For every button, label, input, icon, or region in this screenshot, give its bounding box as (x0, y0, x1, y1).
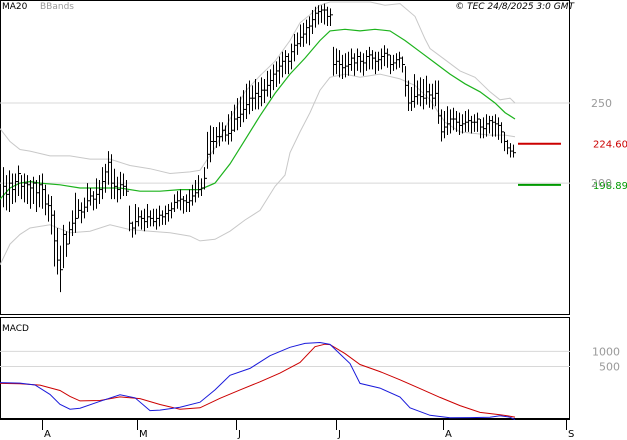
x-tick-label: M (139, 429, 148, 440)
macd-line (0, 341, 516, 421)
macd-panel-frame (0, 317, 570, 419)
resistance-label: 224.60 (593, 140, 627, 151)
ohlc-bars (3, 3, 516, 293)
gridlines (0, 102, 570, 367)
x-tick-label: A (44, 429, 51, 440)
moving-average-line (0, 28, 516, 200)
macd-tick-label: 1000 (592, 345, 620, 358)
bbands-upper-line (0, 1, 516, 175)
price-tick-label: 200 (591, 177, 612, 190)
bollinger-bands (0, 1, 516, 266)
macd-panel-title: MACD (2, 324, 29, 334)
macd-tick-label: 500 (599, 360, 620, 373)
x-tick-label: J (237, 429, 241, 440)
x-tick-label: S (568, 429, 574, 440)
price-panel-frame (0, 0, 570, 315)
source-label: © TEC 24/8/2025 3:0 GMT (455, 2, 575, 12)
y-tick-labels: 250 200 1000 500 (591, 97, 620, 373)
macd-lines (0, 341, 516, 421)
bbands-legend-label: BBands (40, 2, 74, 12)
signal-line (0, 343, 516, 418)
price-levels: 224.60 198.89 (518, 140, 627, 192)
ma-legend-label: MA20 (2, 2, 28, 12)
ma20-line (0, 28, 516, 200)
x-tick-label: J (337, 429, 341, 440)
price-tick-label: 250 (591, 97, 612, 110)
support-label: 198.89 (593, 181, 627, 192)
x-tick-label: A (445, 429, 452, 440)
